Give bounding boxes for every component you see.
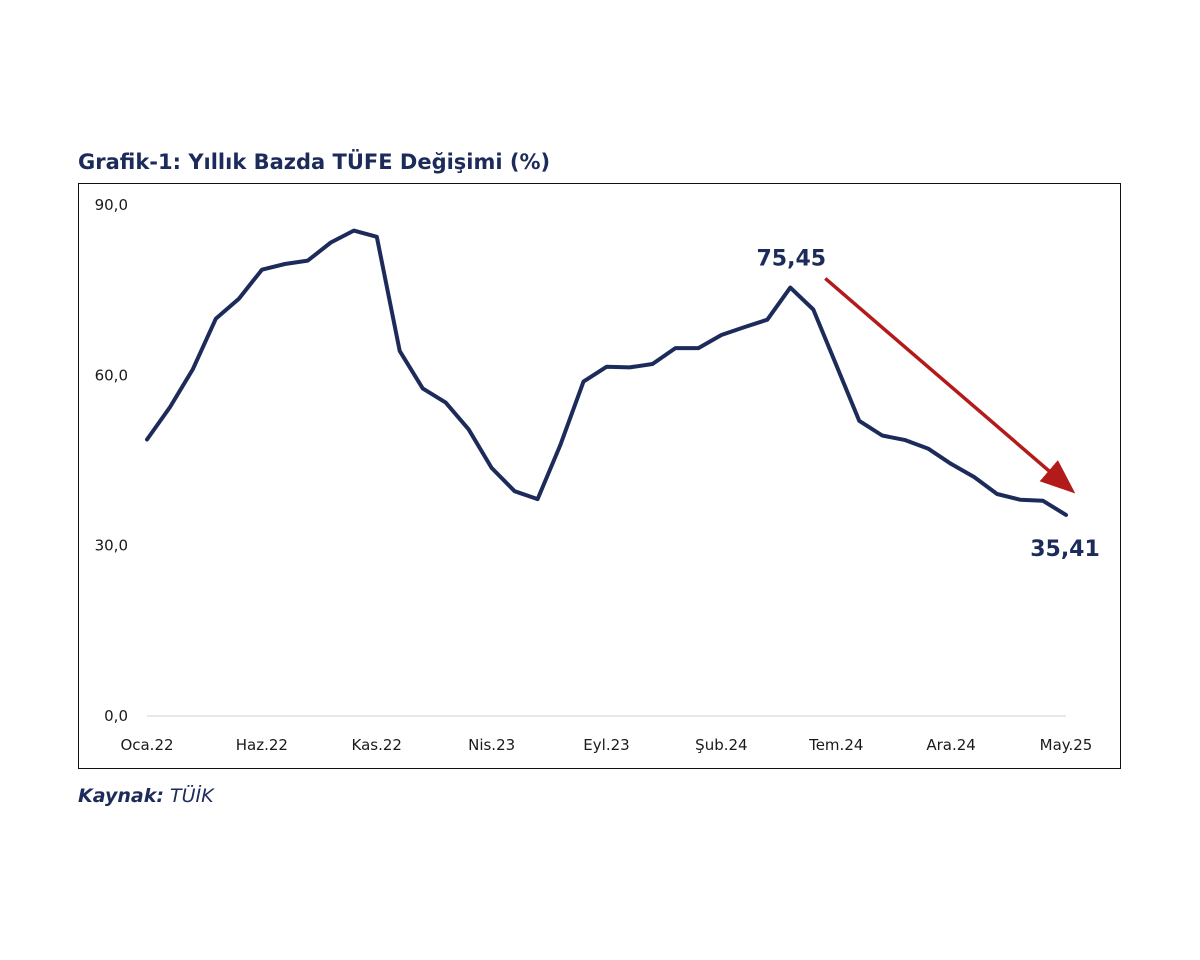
source-note: Kaynak: TÜİK bbox=[78, 785, 214, 807]
annotations: 75,45 35,41 bbox=[757, 247, 1100, 562]
x-tick-label: Haz.22 bbox=[236, 736, 288, 754]
x-tick-label: Ara.24 bbox=[926, 736, 975, 754]
x-tick-label: Şub.24 bbox=[695, 736, 747, 754]
chart-frame bbox=[78, 183, 1121, 769]
x-tick-label: Nis.23 bbox=[468, 736, 515, 754]
chart-title: Grafik-1: Yıllık Bazda TÜFE Değişimi (%) bbox=[78, 150, 551, 174]
tick-labels: 0,0 30,0 60,0 90,0 Oca.22 Haz.22 Kas.22 Nis.23 E… bbox=[95, 196, 1093, 754]
y-tick-label: 0,0 bbox=[104, 707, 128, 725]
series-layer bbox=[145, 228, 1068, 517]
latest-value-label: 35,41 bbox=[1030, 537, 1100, 562]
x-tick-label: May.25 bbox=[1040, 736, 1093, 754]
x-tick-label: Oca.22 bbox=[120, 736, 173, 754]
series-line bbox=[145, 228, 1068, 517]
y-tick-label: 60,0 bbox=[95, 366, 128, 384]
x-tick-label: Tem.24 bbox=[808, 736, 863, 754]
y-tick-label: 90,0 bbox=[95, 196, 128, 214]
x-tick-label: Kas.22 bbox=[352, 736, 402, 754]
trend-arrow bbox=[824, 277, 1076, 494]
y-tick-label: 30,0 bbox=[95, 537, 128, 555]
peak-value-label: 75,45 bbox=[757, 247, 827, 272]
x-tick-label: Eyl.23 bbox=[583, 736, 629, 754]
source-label: Kaynak: bbox=[78, 785, 164, 807]
source-value: TÜİK bbox=[169, 785, 214, 807]
